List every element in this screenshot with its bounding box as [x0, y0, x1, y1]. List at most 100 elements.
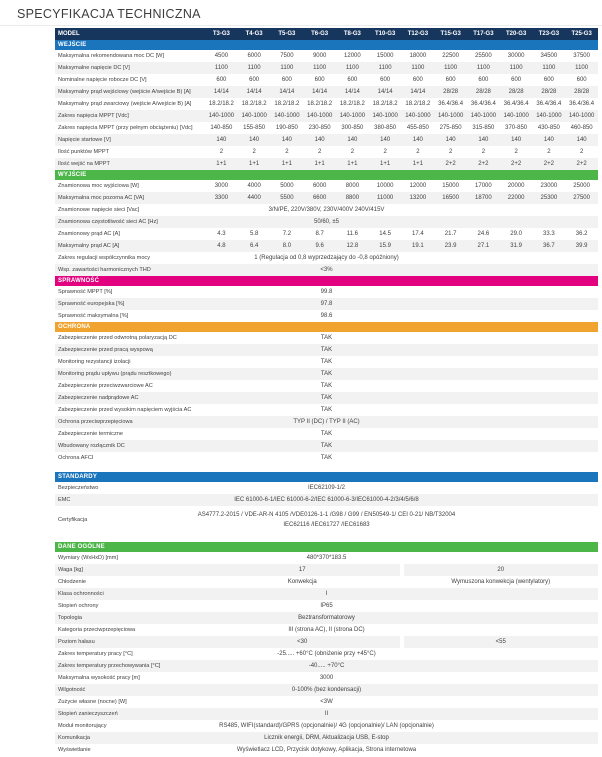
row-values: 4.8 6.4 8.0 9.6 12.8 15.9 19.1 23.9 27.1 31.9 36.7… — [205, 240, 598, 252]
value-cell: 15.9 — [379, 243, 391, 249]
span-value: 99.8 — [320, 289, 333, 295]
value-cell: 140-1000 — [339, 113, 366, 119]
value-cell: 2+2 — [478, 161, 489, 167]
row-values: 2 2 2 2 2 2 2 2 2 2 2 2 — [205, 146, 598, 158]
row-label: Maksymalny prąd wejściowy (wejście A/wej… — [58, 89, 191, 95]
value-cell: 20000 — [507, 183, 525, 189]
split-value-left: Konwekcja — [287, 579, 317, 585]
spec-row: Zabezpieczenie przeciwzwarciowe AC TAK — [55, 380, 598, 392]
span-value: TAK — [320, 335, 333, 341]
row-values: 3300 4400 5500 6600 8800 11000 13200 16500 18700… — [205, 192, 598, 204]
spec-row: Wsp. zawartości harmonicznych THD <3% — [55, 264, 598, 276]
value-cell: 140 — [249, 137, 260, 143]
row-label: Maksymalny prąd AC [A] — [58, 243, 120, 249]
row-label: Chłodzenie — [58, 579, 86, 585]
spec-row: Sprawność MPPT [%] 99.8 — [55, 286, 598, 298]
value-cell: 140 — [281, 137, 292, 143]
value-cell: 19.1 — [412, 243, 424, 249]
spec-row: Zakres napięcia MPPT (przy pełnym obciąż… — [55, 122, 598, 134]
value-cell: 25300 — [540, 195, 558, 201]
span-value: TAK — [320, 383, 333, 389]
value-cell: 2 — [481, 149, 486, 155]
value-cell: 10000 — [376, 183, 394, 189]
span-value: -25..... +60°C (obniżenie przy +45°C) — [277, 651, 376, 657]
value-cell: 600 — [445, 77, 456, 83]
spec-row: Waga [kg] 17 20 — [55, 564, 598, 576]
span-value: TAK — [320, 347, 333, 353]
row-label: Maksymalna rekomendowana moc DC [W] — [58, 53, 165, 59]
row-label: Zabezpieczenie przed pracą wyspową — [58, 347, 153, 353]
value-cell: 2 — [285, 149, 289, 155]
spec-row: Zakres napięcia MPPT [Vdc] 140-1000 140-10… — [55, 110, 598, 122]
value-cell: 8000 — [345, 183, 360, 189]
spec-row: Zabezpieczenie przed odwrotną polaryzacj… — [55, 332, 598, 344]
value-cell: 4400 — [247, 195, 261, 201]
value-cell: 14/14 — [410, 89, 426, 95]
value-cell: 2+2 — [445, 161, 456, 167]
value-cell: 600 — [543, 77, 554, 83]
value-cell: 3300 — [214, 195, 229, 201]
row-label: Zakres temperatury przechowywania [°C] — [58, 663, 161, 669]
split-value-left: 17 — [205, 564, 400, 576]
row-values: 140 140 140 140 140 140 140 140 140 140 140 140 — [205, 134, 598, 146]
value-cell: 9000 — [312, 53, 327, 59]
row-label: Topologia — [58, 615, 82, 621]
value-cell: 140-1000 — [405, 113, 431, 119]
value-cell: 600 — [347, 77, 358, 83]
row-label: Maksymalna moc pozorna AC [VA] — [58, 195, 145, 201]
row-values: 4.3 5.8 7.2 8.7 11.6 14.5 17.4 21.7 24.6 29.0 33.3… — [205, 228, 598, 240]
value-cell: 140-850 — [210, 125, 233, 131]
value-cell: 190-850 — [275, 125, 298, 131]
value-cell: 4500 — [214, 53, 229, 59]
row-label: Wsp. zawartości harmonicznych THD — [58, 267, 151, 273]
value-cell: 14/14 — [312, 89, 328, 95]
spec-row: Kategoria przeciwprzepięciowa III (strona… — [55, 624, 598, 636]
value-cell: 29.0 — [510, 231, 522, 237]
span-value: I — [325, 591, 328, 597]
row-label: Sprawność MPPT [%] — [58, 289, 113, 295]
row-label: Sprawność maksymalna [%] — [58, 313, 129, 319]
value-cell: 275-850 — [439, 125, 462, 131]
value-cell: 1+1 — [314, 161, 325, 167]
value-cell: 6.4 — [249, 243, 259, 249]
value-cell: 17000 — [475, 183, 492, 189]
row-label: Zabezpieczenie przed wysokim napięciem w… — [58, 407, 192, 413]
spec-row: Sprawność maksymalna [%] 98.6 — [55, 310, 598, 322]
row-label: Zakres temperatury pracy [°C] — [58, 651, 133, 657]
value-cell: 2+2 — [576, 161, 587, 167]
spec-row: Maksymalny prąd zwarciowy (wejście A/wej… — [55, 98, 598, 110]
value-cell: 23000 — [540, 183, 558, 189]
value-cell: 18.2/18.2 — [241, 101, 267, 107]
value-cell: 28/28 — [443, 89, 459, 95]
value-cell: 1100 — [542, 65, 556, 71]
spec-row: Nominalne napięcie robocze DC [V] 600 600 6… — [55, 74, 598, 86]
value-cell: 36.4/36.4 — [569, 101, 595, 107]
value-cell: 15000 — [442, 183, 459, 189]
page-title: SPECYFIKACJA TECHNICZNA — [17, 7, 201, 21]
spec-row: Maksymalny prąd AC [A] 4.8 6.4 8.0 9.6 12.8 15… — [55, 240, 598, 252]
value-cell: 1100 — [411, 65, 425, 71]
span-value: TAK — [320, 431, 333, 437]
spec-row: Wbudowany rozłącznik DC TAK — [55, 440, 598, 452]
row-label: Znamionowa moc wyjściowa [W] — [58, 183, 139, 189]
row-values: 1+1 1+1 1+1 1+1 1+1 1+1 1+1 2+2 2+2 2+2 2+2 2+2 — [205, 158, 598, 170]
value-cell: 455-850 — [406, 125, 429, 131]
row-values: 4500 6000 7500 9000 12000 15000 18000 22500 2550… — [205, 50, 598, 62]
value-cell: 14/14 — [246, 89, 262, 95]
value-cell: 1100 — [378, 65, 392, 71]
spec-row: Zabezpieczenie termiczne TAK — [55, 428, 598, 440]
spec-row: Zabezpieczenie przed pracą wyspową TAK — [55, 344, 598, 356]
row-label: Zabezpieczenie przeciwzwarciowe AC — [58, 383, 153, 389]
row-label: Maksymalne napięcie DC [V] — [58, 65, 130, 71]
value-cell: 5500 — [280, 195, 294, 201]
row-label: Zużycie własne (nocne) [W] — [58, 699, 127, 705]
value-cell: 600 — [314, 77, 325, 83]
section-bar: WYJŚCIE — [55, 170, 598, 180]
spec-row: Stopień zanieczyszczeń II — [55, 708, 598, 720]
value-cell: 430-850 — [537, 125, 560, 131]
spec-row: Zabezpieczenie przed wysokim napięciem w… — [55, 404, 598, 416]
row-values: 1100 1100 1100 1100 1100 1100 1100 1100 1100 1100… — [205, 62, 598, 74]
row-label: Kategoria przeciwprzepięciowa — [58, 627, 136, 633]
value-cell: 18.2/18.2 — [405, 101, 431, 107]
value-cell: 1+1 — [281, 161, 292, 167]
